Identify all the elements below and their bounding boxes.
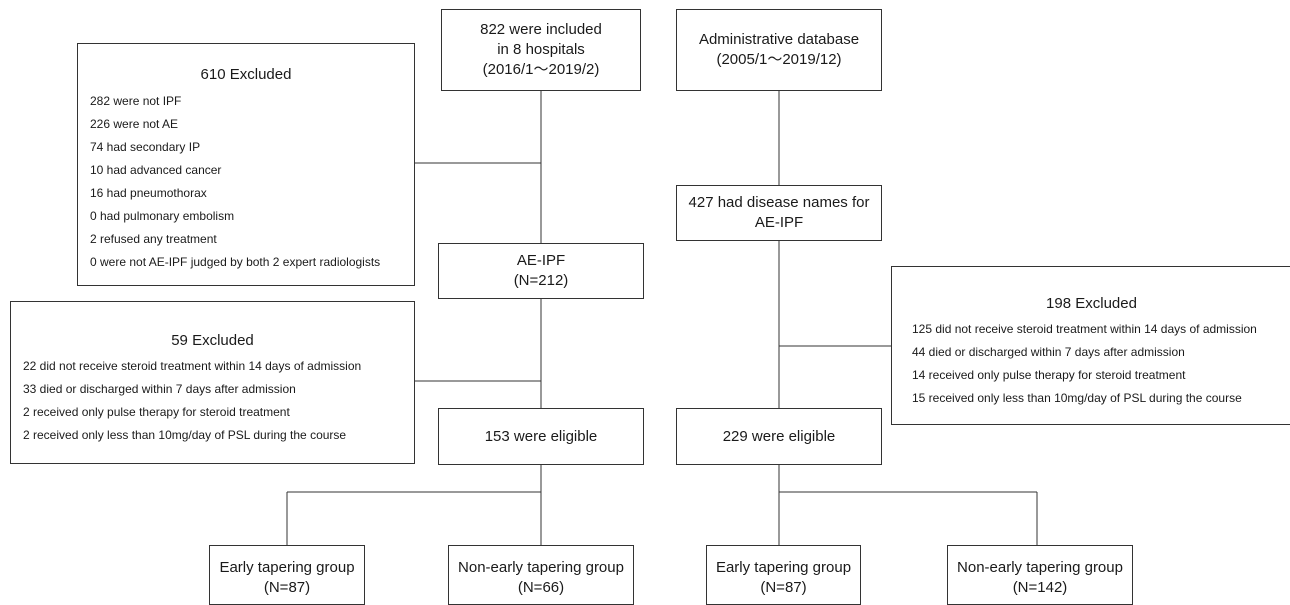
excluded-59-box: 59 Excluded 22 did not receive steroid t… bbox=[10, 301, 415, 464]
nonearly-right-label: Non-early tapering group bbox=[957, 559, 1123, 576]
excluded-59-item: 22 did not receive steroid treatment wit… bbox=[23, 359, 362, 373]
excluded-198-box: 198 Excluded 125 did not receive steroid… bbox=[891, 266, 1290, 425]
nonearly-left-label: Non-early tapering group bbox=[458, 559, 624, 576]
excluded-198-item: 15 received only less than 10mg/day of P… bbox=[912, 391, 1242, 405]
excluded-610-item: 10 had advanced cancer bbox=[90, 163, 222, 177]
excluded-610-item: 74 had secondary IP bbox=[90, 140, 201, 154]
excluded-59-item: 2 received only pulse therapy for steroi… bbox=[23, 405, 290, 419]
excluded-610-title: 610 Excluded bbox=[200, 66, 292, 83]
early-left-count: (N=87) bbox=[263, 579, 311, 596]
included-box: 822 were included in 8 hospitals (2016/1… bbox=[441, 9, 641, 91]
excluded-59-item: 33 died or discharged within 7 days afte… bbox=[23, 382, 296, 396]
included-line-1: 822 were included bbox=[480, 21, 602, 38]
eligible-left-label: 153 were eligible bbox=[484, 427, 598, 445]
excluded-59-title: 59 Excluded bbox=[171, 332, 254, 349]
excluded-198-item: 125 did not receive steroid treatment wi… bbox=[912, 322, 1257, 336]
eligible-left-box: 153 were eligible bbox=[438, 408, 644, 465]
aeipf-label: AE-IPF bbox=[516, 252, 566, 269]
nonearly-right-box: Non-early tapering group (N=142) bbox=[947, 545, 1133, 605]
excluded-198-item: 14 received only pulse therapy for stero… bbox=[912, 368, 1186, 382]
aeipf-count: (N=212) bbox=[513, 272, 569, 289]
eligible-right-box: 229 were eligible bbox=[676, 408, 882, 465]
disease-line-2: AE-IPF bbox=[754, 214, 804, 231]
excluded-610-item: 282 were not IPF bbox=[90, 94, 182, 108]
database-line-1: Administrative database bbox=[698, 31, 860, 48]
included-line-2: in 8 hospitals bbox=[497, 41, 585, 58]
excluded-198-title: 198 Excluded bbox=[1046, 295, 1137, 312]
excluded-198-item: 44 died or discharged within 7 days afte… bbox=[912, 345, 1185, 359]
excluded-610-item: 16 had pneumothorax bbox=[90, 186, 207, 200]
excluded-610-item: 2 refused any treatment bbox=[90, 232, 217, 246]
aeipf-box: AE-IPF (N=212) bbox=[438, 243, 644, 299]
excluded-610-item: 0 had pulmonary embolism bbox=[90, 209, 235, 223]
disease-line-1: 427 had disease names for bbox=[688, 194, 870, 211]
database-box: Administrative database (2005/1～2019/12) bbox=[676, 9, 882, 91]
excluded-610-box: 610 Excluded 282 were not IPF 226 were n… bbox=[77, 43, 415, 286]
early-right-count: (N=87) bbox=[760, 579, 807, 596]
excluded-610-item: 226 were not AE bbox=[90, 117, 179, 131]
nonearly-left-count: (N=66) bbox=[517, 579, 565, 596]
disease-names-box: 427 had disease names for AE-IPF bbox=[676, 185, 882, 241]
early-left-box: Early tapering group (N=87) bbox=[209, 545, 365, 605]
early-right-label: Early tapering group bbox=[715, 559, 852, 576]
eligible-right-label: 229 were eligible bbox=[722, 427, 836, 445]
database-line-2: (2005/1～2019/12) bbox=[716, 51, 842, 68]
early-right-box: Early tapering group (N=87) bbox=[706, 545, 861, 605]
nonearly-left-box: Non-early tapering group (N=66) bbox=[448, 545, 634, 605]
excluded-59-item: 2 received only less than 10mg/day of PS… bbox=[23, 428, 347, 442]
early-left-label: Early tapering group bbox=[219, 559, 355, 576]
nonearly-right-count: (N=142) bbox=[1012, 579, 1068, 596]
included-line-3: (2016/1～2019/2) bbox=[482, 61, 600, 78]
excluded-610-item: 0 were not AE-IPF judged by both 2 exper… bbox=[90, 255, 381, 269]
